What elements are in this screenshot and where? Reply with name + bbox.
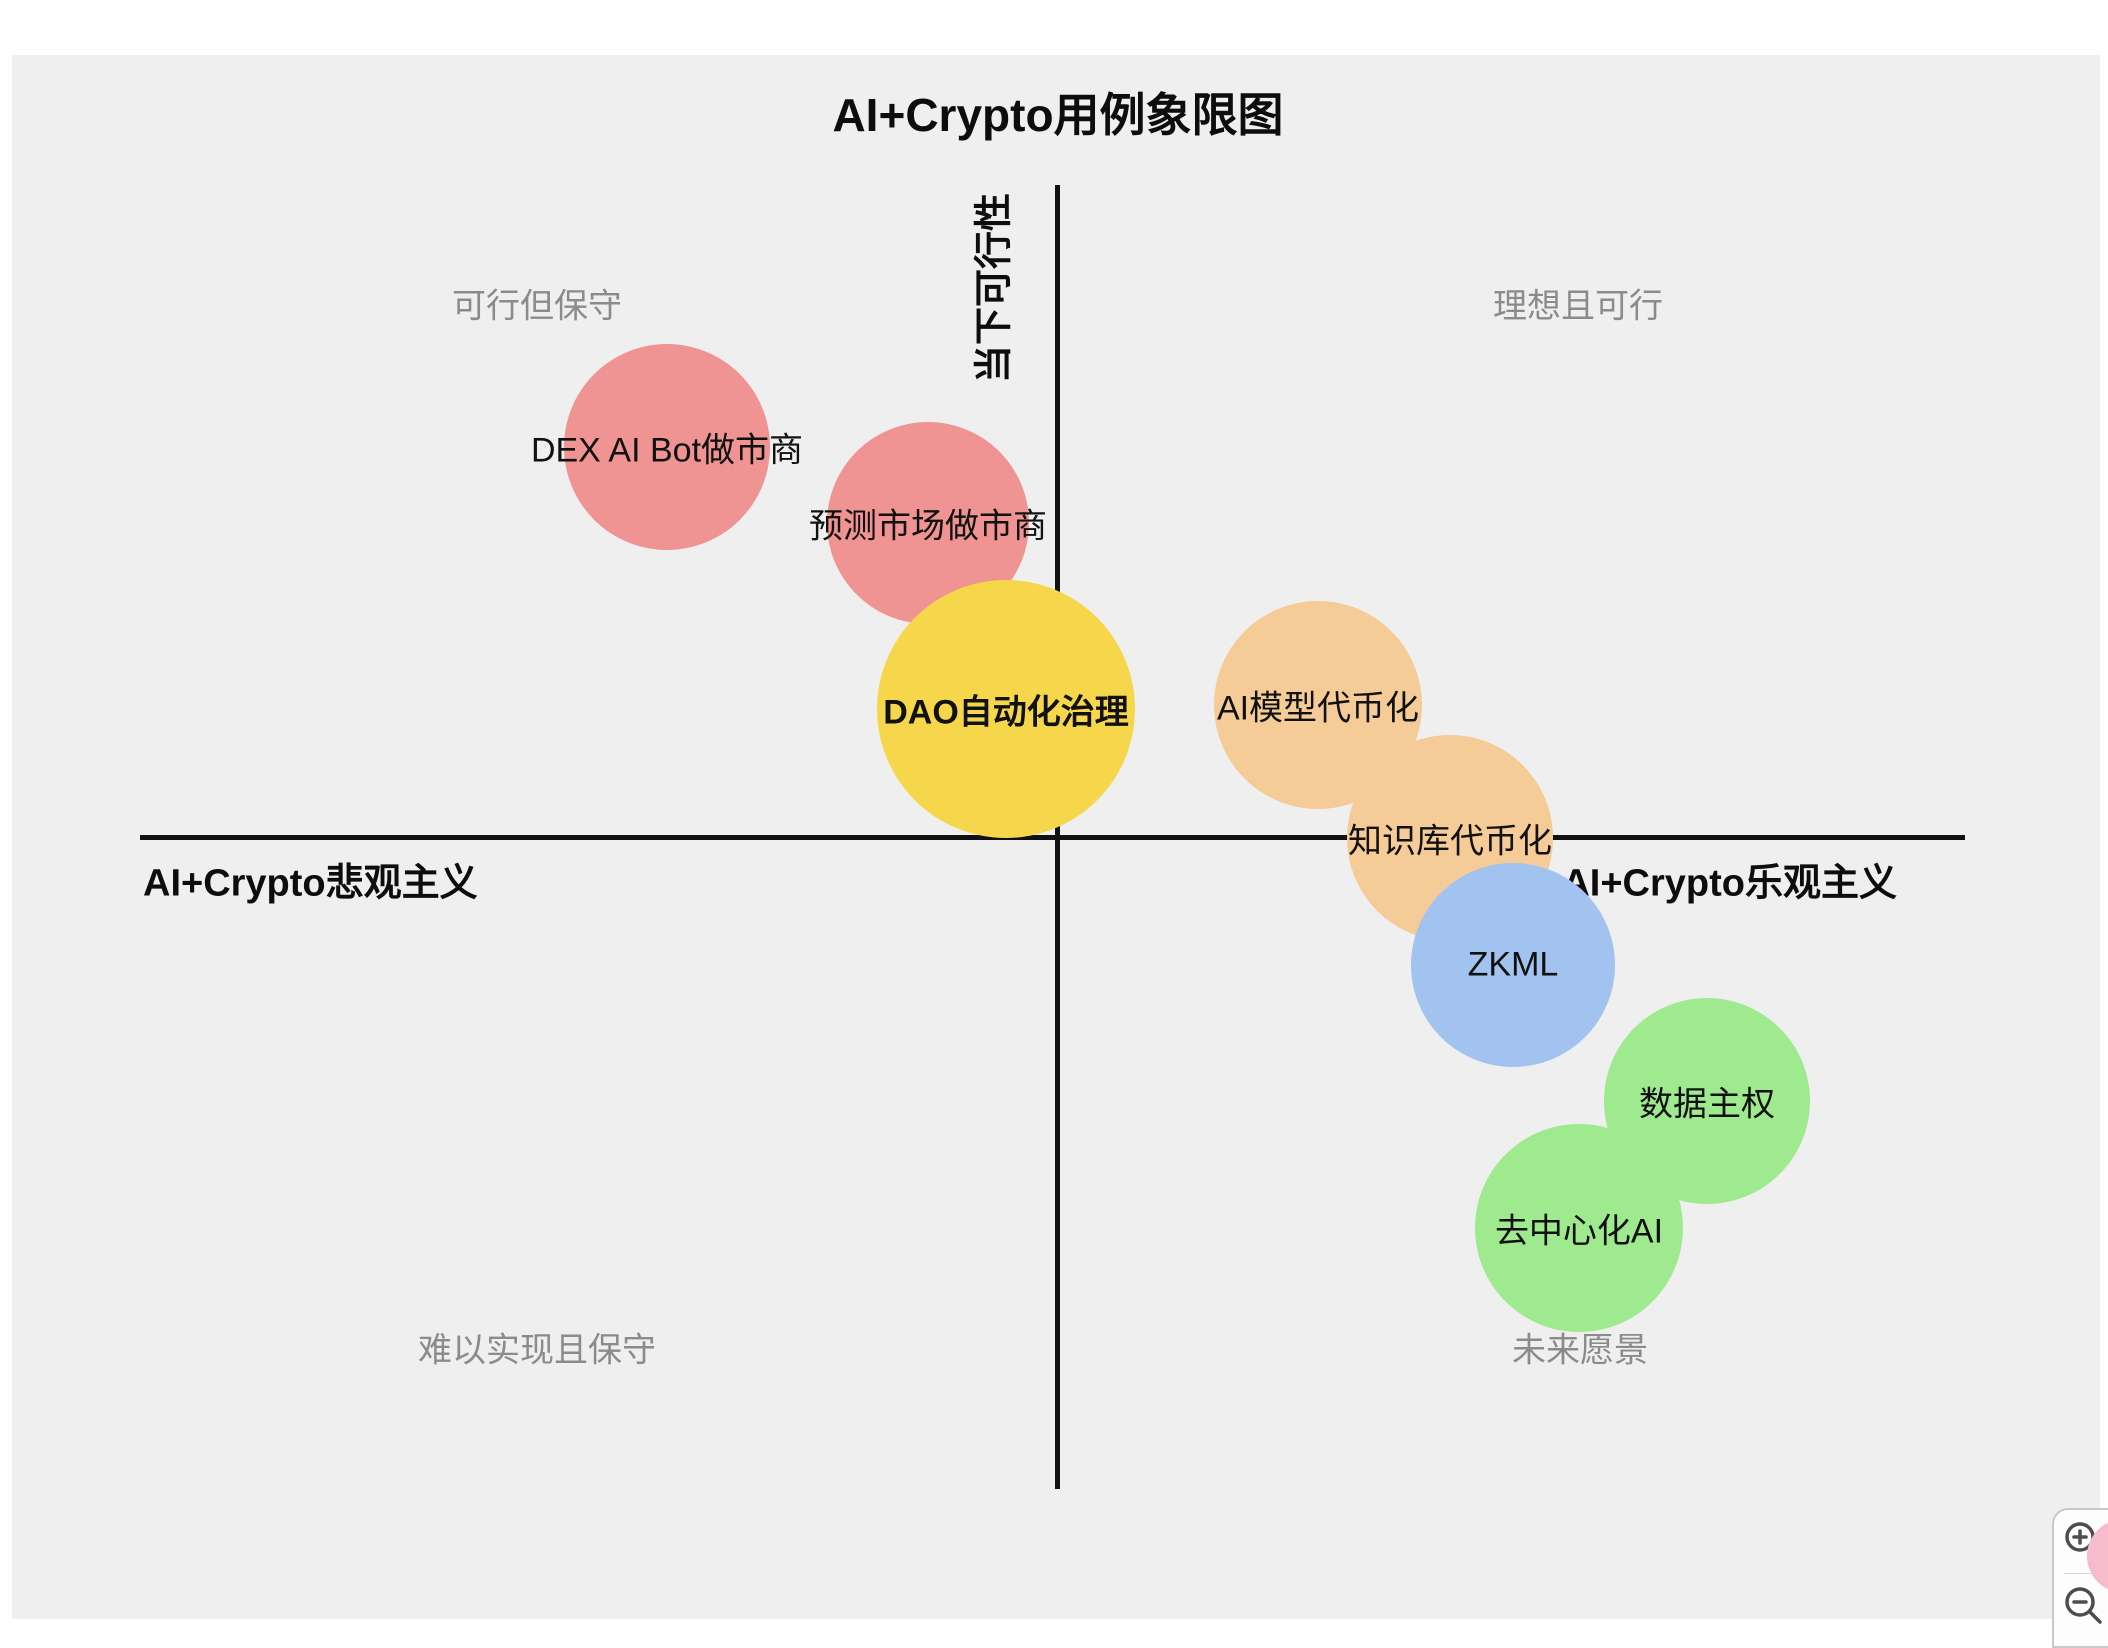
bubble-label-7: 数据主权 — [1639, 1085, 1775, 1124]
bubble-label-3: DAO自动化治理 — [883, 693, 1129, 732]
bubble-8 — [1475, 1124, 1683, 1332]
bubble-label-8: 去中心化AI — [1494, 1212, 1664, 1251]
bubble-1 — [564, 344, 770, 550]
bubble-label-2: 预测市场做市商 — [809, 507, 1047, 546]
bubble-3 — [877, 580, 1135, 838]
bubble-label-1: DEX AI Bot做市商 — [530, 431, 804, 470]
bubble-6 — [1411, 863, 1615, 1067]
pink-cursor-blob — [2087, 1519, 2108, 1593]
quadrant-label-top-right: 理想且可行 — [1493, 287, 1663, 326]
x-axis-line — [140, 835, 1965, 840]
chart-title: AI+Crypto用例象限图 — [832, 89, 1284, 141]
bubble-label-4: AI模型代币化 — [1216, 689, 1420, 728]
x-axis-right-label: AI+Crypto乐观主义 — [1562, 862, 1897, 905]
quadrant-label-top-left: 可行但保守 — [452, 287, 622, 326]
quadrant-label-bottom-left: 难以实现且保守 — [418, 1331, 656, 1370]
quadrant-label-bottom-right: 未来愿景 — [1512, 1331, 1648, 1370]
zoom-out-icon — [2061, 1583, 2107, 1632]
zoom-panel-divider — [2064, 1573, 2108, 1574]
bubble-label-5: 知识库代币化 — [1348, 822, 1552, 861]
zoom-out-button[interactable] — [2056, 1579, 2108, 1635]
x-axis-left-label: AI+Crypto悲观主义 — [143, 862, 478, 905]
bubble-label-6: ZKML — [1467, 945, 1559, 984]
